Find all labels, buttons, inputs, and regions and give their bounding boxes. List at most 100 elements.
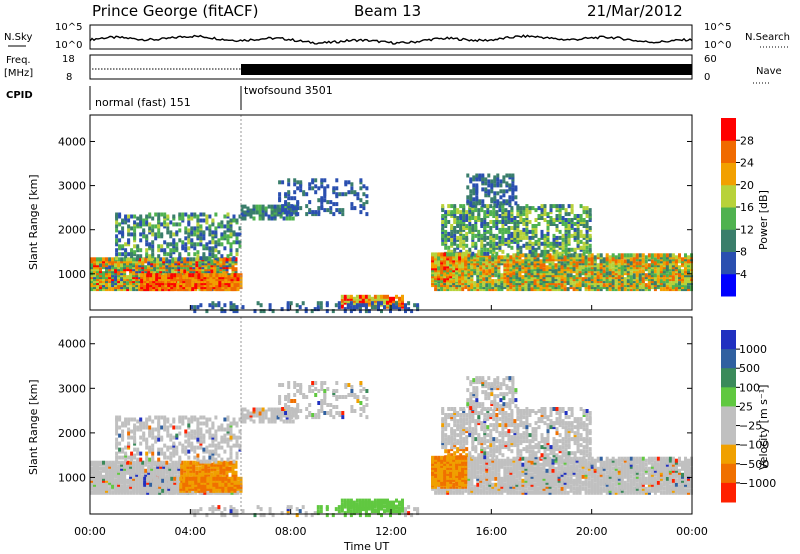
power-cell bbox=[449, 256, 453, 261]
power-cell bbox=[175, 222, 179, 227]
power-cell bbox=[582, 245, 586, 250]
power-cell bbox=[465, 224, 469, 228]
power-cell bbox=[200, 273, 204, 278]
power-cell bbox=[545, 253, 549, 258]
power-cell bbox=[498, 235, 502, 240]
power-cell bbox=[558, 251, 562, 256]
power-cell bbox=[166, 242, 170, 247]
power-cell bbox=[602, 269, 606, 274]
power-cell bbox=[459, 214, 463, 218]
power-cell bbox=[519, 245, 523, 250]
velocity-cell bbox=[115, 459, 119, 464]
power-cell bbox=[161, 275, 165, 280]
power-cell bbox=[246, 206, 250, 211]
power-cell bbox=[287, 190, 291, 195]
velocity-cell bbox=[236, 476, 240, 481]
power-cell bbox=[570, 204, 574, 209]
power-cell bbox=[546, 220, 550, 224]
velocity-heatmap bbox=[90, 376, 693, 518]
power-cell bbox=[130, 252, 134, 257]
power-cell bbox=[148, 254, 152, 259]
power-cell bbox=[659, 287, 663, 292]
power-cell bbox=[136, 244, 140, 249]
power-cell bbox=[178, 238, 182, 243]
power-cell bbox=[133, 252, 137, 257]
power-cell bbox=[508, 183, 512, 188]
power-cell bbox=[184, 246, 188, 251]
power-cell bbox=[148, 212, 152, 217]
power-colorbar-tick-label: 4 bbox=[740, 268, 747, 281]
power-cell bbox=[332, 212, 336, 217]
power-cell bbox=[534, 224, 538, 228]
power-cell bbox=[350, 182, 354, 187]
nave-tick-bottom: 0 bbox=[704, 72, 710, 83]
power-cell bbox=[617, 263, 621, 268]
power-cell bbox=[118, 244, 122, 249]
power-cell bbox=[226, 254, 230, 259]
power-cell bbox=[139, 232, 143, 237]
power-cell bbox=[163, 248, 167, 253]
power-cell bbox=[127, 252, 131, 257]
power-cell bbox=[561, 222, 565, 226]
power-cell bbox=[518, 277, 522, 282]
date-title: 21/Mar/2012 bbox=[587, 2, 683, 20]
power-cell bbox=[208, 252, 212, 257]
power-cell bbox=[534, 229, 538, 234]
power-cell bbox=[240, 212, 244, 217]
power-cell bbox=[235, 236, 239, 241]
power-cell bbox=[525, 235, 529, 240]
power-cell bbox=[176, 283, 180, 288]
velocity-cell bbox=[228, 466, 232, 471]
power-cell bbox=[570, 218, 574, 222]
velocity-cell bbox=[213, 464, 217, 469]
power-cell bbox=[543, 245, 547, 250]
power-cell bbox=[243, 210, 247, 215]
power-cell bbox=[395, 301, 398, 306]
power-cell bbox=[370, 305, 374, 310]
power-cell bbox=[522, 206, 526, 211]
power-cell bbox=[466, 173, 470, 178]
power-cell bbox=[338, 208, 342, 213]
power-cell bbox=[319, 305, 323, 310]
power-cell bbox=[477, 229, 481, 234]
power-cell bbox=[522, 243, 526, 248]
power-cell bbox=[602, 283, 606, 288]
power-cell bbox=[102, 257, 105, 262]
power-cell bbox=[455, 252, 459, 257]
power-cell bbox=[482, 281, 486, 286]
velocity-cell bbox=[234, 464, 238, 469]
power-cell bbox=[465, 249, 469, 254]
power-cell bbox=[511, 187, 515, 192]
power-cell bbox=[126, 275, 130, 280]
power-cell bbox=[331, 309, 335, 314]
velocity-cell bbox=[185, 482, 189, 487]
power-cell bbox=[441, 204, 445, 209]
velocity-cell bbox=[105, 464, 108, 469]
power-cell bbox=[133, 214, 137, 219]
power-cell bbox=[444, 210, 448, 215]
velocity-cell bbox=[93, 460, 96, 465]
power-cell bbox=[476, 279, 480, 284]
power-cell bbox=[638, 269, 642, 274]
power-cell bbox=[480, 206, 484, 211]
power-cell bbox=[504, 237, 508, 242]
power-cell bbox=[223, 309, 227, 314]
power-cell bbox=[246, 212, 250, 217]
power-cell bbox=[326, 184, 330, 189]
power-cell bbox=[377, 294, 380, 299]
power-cell bbox=[495, 226, 499, 230]
power-cell bbox=[513, 222, 517, 226]
velocity-cell bbox=[194, 476, 198, 481]
power-cell bbox=[261, 204, 265, 209]
power-cell bbox=[534, 239, 538, 244]
power-cell bbox=[214, 303, 218, 308]
power-cell bbox=[341, 192, 345, 197]
power-cell bbox=[573, 227, 577, 232]
velocity-cell bbox=[168, 462, 172, 467]
velocity-cell bbox=[210, 472, 214, 477]
power-cell bbox=[585, 214, 589, 218]
power-cell bbox=[483, 210, 487, 215]
power-cell bbox=[314, 184, 318, 189]
power-cell bbox=[232, 214, 236, 219]
